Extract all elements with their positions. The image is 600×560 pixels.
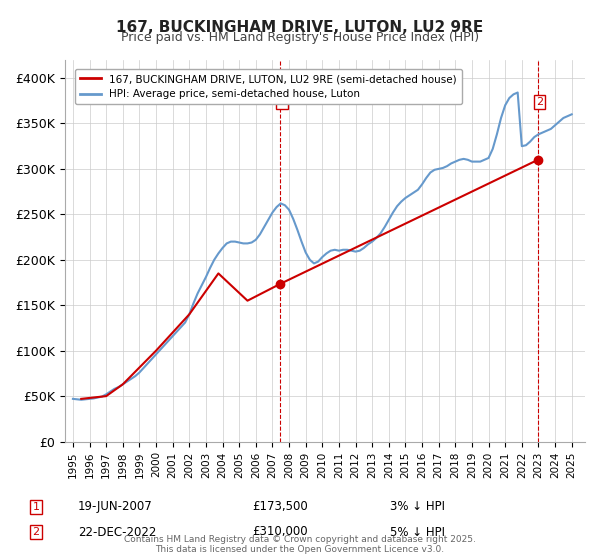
Text: 2: 2 [32,527,40,537]
Text: 22-DEC-2022: 22-DEC-2022 [78,525,157,539]
Text: 1: 1 [32,502,40,512]
Text: £310,000: £310,000 [252,525,308,539]
Text: 5% ↓ HPI: 5% ↓ HPI [390,525,445,539]
Text: 2: 2 [536,97,543,108]
Text: 3% ↓ HPI: 3% ↓ HPI [390,500,445,514]
Legend: 167, BUCKINGHAM DRIVE, LUTON, LU2 9RE (semi-detached house), HPI: Average price,: 167, BUCKINGHAM DRIVE, LUTON, LU2 9RE (s… [75,69,462,105]
Text: Contains HM Land Registry data © Crown copyright and database right 2025.
This d: Contains HM Land Registry data © Crown c… [124,535,476,554]
Text: 1: 1 [278,97,286,108]
Text: 167, BUCKINGHAM DRIVE, LUTON, LU2 9RE: 167, BUCKINGHAM DRIVE, LUTON, LU2 9RE [116,20,484,35]
Text: 19-JUN-2007: 19-JUN-2007 [78,500,153,514]
Text: £173,500: £173,500 [252,500,308,514]
Text: Price paid vs. HM Land Registry's House Price Index (HPI): Price paid vs. HM Land Registry's House … [121,31,479,44]
